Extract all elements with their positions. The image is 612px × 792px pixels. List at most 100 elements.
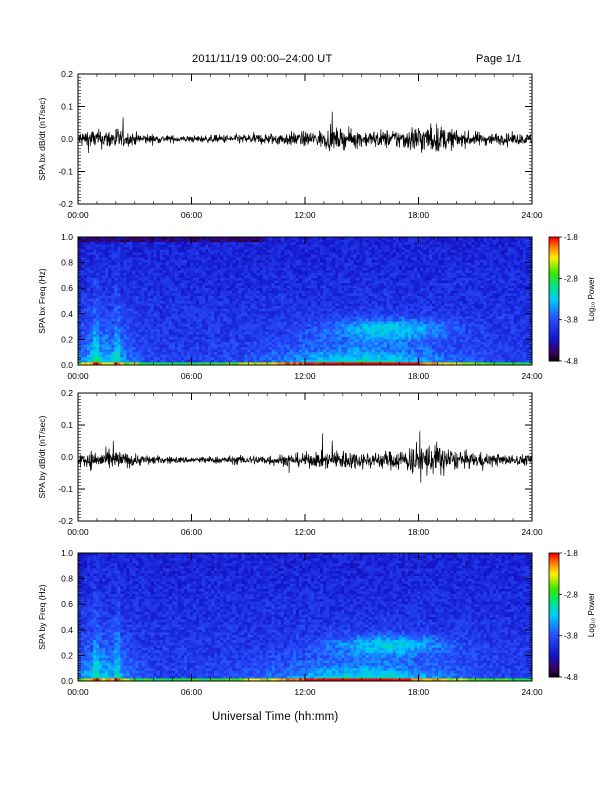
spectrogram-cell <box>96 347 100 351</box>
spectrogram-cell <box>223 334 227 338</box>
spectrogram-cell <box>81 280 85 284</box>
spectrogram-cell <box>87 339 91 343</box>
spectrogram-cell <box>214 290 218 294</box>
spectrogram-cell <box>214 242 218 246</box>
spectrogram-cell <box>202 249 206 253</box>
spectrogram-cell <box>347 285 351 289</box>
spectrogram-cell <box>244 298 248 302</box>
spectrogram-cell <box>341 293 345 297</box>
spectrogram-cell <box>220 352 224 356</box>
spectrogram-cell <box>135 313 139 317</box>
y-tick-label: -0.1 <box>58 167 73 177</box>
spectrogram-cell <box>286 295 291 299</box>
spectrogram-cell <box>362 359 366 363</box>
spectrogram-cell <box>159 362 164 366</box>
spectrogram-cell <box>111 321 115 325</box>
spectrogram-cell <box>193 277 197 281</box>
spectrogram-cell <box>259 301 264 304</box>
spectrogram-cell <box>329 352 333 356</box>
spectrogram-cell <box>298 252 303 256</box>
spectrogram-cell <box>202 306 206 310</box>
spectrogram-cell <box>229 270 233 274</box>
spectrogram-cell <box>156 277 161 281</box>
spectrogram-cell <box>165 272 170 276</box>
spectrogram-cell <box>235 354 239 358</box>
spectrogram-cell <box>87 354 91 358</box>
spectrogram-cell <box>105 352 109 356</box>
spectrogram-cell <box>153 352 158 356</box>
spectrogram-cell <box>126 362 130 366</box>
spectrogram-cell <box>189 288 194 292</box>
spectrogram-cell <box>171 301 176 304</box>
spectrogram-cell <box>193 247 197 251</box>
spectrogram-cell <box>292 295 297 299</box>
spectrogram-cell <box>108 280 112 284</box>
spectrogram-cell <box>111 313 115 317</box>
spectrogram-cell <box>256 321 260 325</box>
spectrogram-cell <box>268 352 273 356</box>
spectrogram-cell <box>156 290 161 294</box>
spectrogram-cell <box>332 362 336 366</box>
spectrogram-cell <box>320 290 324 294</box>
spectrogram-cell <box>120 339 124 343</box>
spectrogram-cell <box>229 249 233 253</box>
spectrogram-cell <box>108 283 112 287</box>
spectrogram-cell <box>147 260 152 263</box>
spectrogram-cell <box>111 339 115 343</box>
spectrogram-cell <box>202 244 206 248</box>
spectrogram-cell <box>153 344 158 348</box>
spectrogram-cell <box>341 339 345 343</box>
spectrogram-cell <box>93 288 97 292</box>
spectrogram-cell <box>138 270 142 274</box>
spectrogram-cell <box>262 265 267 269</box>
spectrogram-cell <box>153 277 158 281</box>
spectrogram-cell <box>332 339 336 343</box>
spectrogram-cell <box>177 283 182 287</box>
spectrogram-cell <box>241 262 245 266</box>
spectrogram-cell <box>193 265 197 269</box>
spectrogram-cell <box>317 336 321 340</box>
spectrogram-cell <box>180 303 185 307</box>
spectrogram-cell <box>344 303 348 307</box>
spectrogram-cell <box>186 359 191 363</box>
spectrogram-cell <box>108 347 112 351</box>
spectrogram-cell <box>220 321 224 325</box>
spectrogram-cell <box>93 290 97 294</box>
spectrogram-cell <box>283 290 288 294</box>
spectrogram-cell <box>168 267 173 271</box>
spectrogram-cell <box>162 267 167 271</box>
spectrogram-cell <box>362 272 366 276</box>
spectrogram-cell <box>280 308 285 312</box>
spectrogram-cell <box>250 331 254 335</box>
spectrogram-cell <box>138 359 142 363</box>
spectrogram-cell <box>362 293 366 297</box>
spectrogram-cell <box>144 308 149 312</box>
spectrogram-cell <box>320 316 324 320</box>
spectrogram-cell <box>156 267 161 271</box>
spectrogram-cell <box>314 344 318 348</box>
spectrogram-cell <box>238 252 242 256</box>
spectrogram-cell <box>186 242 191 246</box>
spectrogram-cell <box>211 308 215 312</box>
spectrogram-cell <box>274 277 279 281</box>
spectrogram-cell <box>141 272 145 276</box>
spectrogram-cell <box>262 324 267 327</box>
spectrogram-cell <box>277 339 282 343</box>
spectrogram-cell <box>320 280 324 284</box>
spectrogram-cell <box>292 308 297 312</box>
spectrogram-cell <box>350 285 354 289</box>
spectrogram-cell <box>226 290 230 294</box>
spectrogram-cell <box>298 318 303 322</box>
spectrogram-cell <box>323 254 327 258</box>
spectrogram-cell <box>153 295 158 299</box>
spectrogram-cell <box>368 254 372 258</box>
spectrogram-cell <box>365 267 369 271</box>
spectrogram-cell <box>286 336 291 340</box>
spectrogram-cell <box>338 362 342 366</box>
spectrogram-cell <box>301 283 306 287</box>
spectrogram-cell <box>87 318 91 322</box>
spectrogram-cell <box>214 262 218 266</box>
spectrogram-cell <box>108 272 112 276</box>
spectrogram-cell <box>150 347 155 351</box>
spectrogram-cell <box>129 331 133 335</box>
